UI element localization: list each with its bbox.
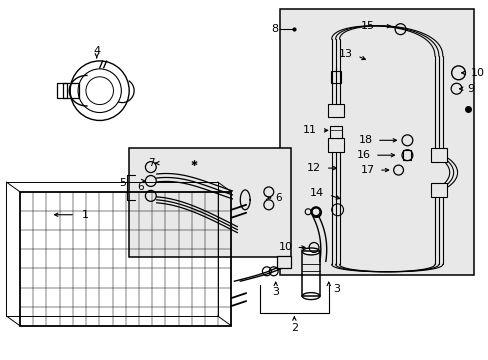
Text: 13: 13 <box>338 49 352 59</box>
Bar <box>430 148 446 162</box>
Bar <box>279 9 473 275</box>
Text: 7: 7 <box>148 158 154 168</box>
Text: 12: 12 <box>306 163 320 173</box>
Bar <box>20 192 231 326</box>
Text: 4: 4 <box>93 46 100 56</box>
Bar <box>63 83 79 98</box>
Bar <box>57 83 67 98</box>
Text: 8: 8 <box>271 24 278 34</box>
Text: 18: 18 <box>358 135 372 145</box>
Bar <box>129 148 291 257</box>
Text: 2: 2 <box>290 323 297 333</box>
Text: 6: 6 <box>275 193 282 203</box>
Text: 11: 11 <box>303 125 316 135</box>
Text: 6: 6 <box>137 182 143 192</box>
Bar <box>302 251 319 296</box>
Bar <box>330 71 340 83</box>
Text: 16: 16 <box>356 150 370 160</box>
Bar <box>327 104 343 117</box>
Bar <box>329 126 341 138</box>
Text: 3: 3 <box>332 284 339 294</box>
Text: 9: 9 <box>467 84 473 94</box>
Bar <box>403 150 410 160</box>
Text: 10: 10 <box>470 68 484 78</box>
Ellipse shape <box>302 248 319 255</box>
Text: 17: 17 <box>360 165 374 175</box>
Text: 1: 1 <box>82 210 89 220</box>
Text: 3: 3 <box>272 287 279 297</box>
Bar <box>6 182 217 316</box>
Text: 10: 10 <box>278 243 292 252</box>
Text: 14: 14 <box>309 188 323 198</box>
Text: ✱: ✱ <box>190 159 197 168</box>
Text: 5: 5 <box>119 178 126 188</box>
Bar <box>430 183 446 197</box>
Bar <box>276 256 291 268</box>
Bar <box>327 138 343 152</box>
Text: 15: 15 <box>360 21 374 31</box>
